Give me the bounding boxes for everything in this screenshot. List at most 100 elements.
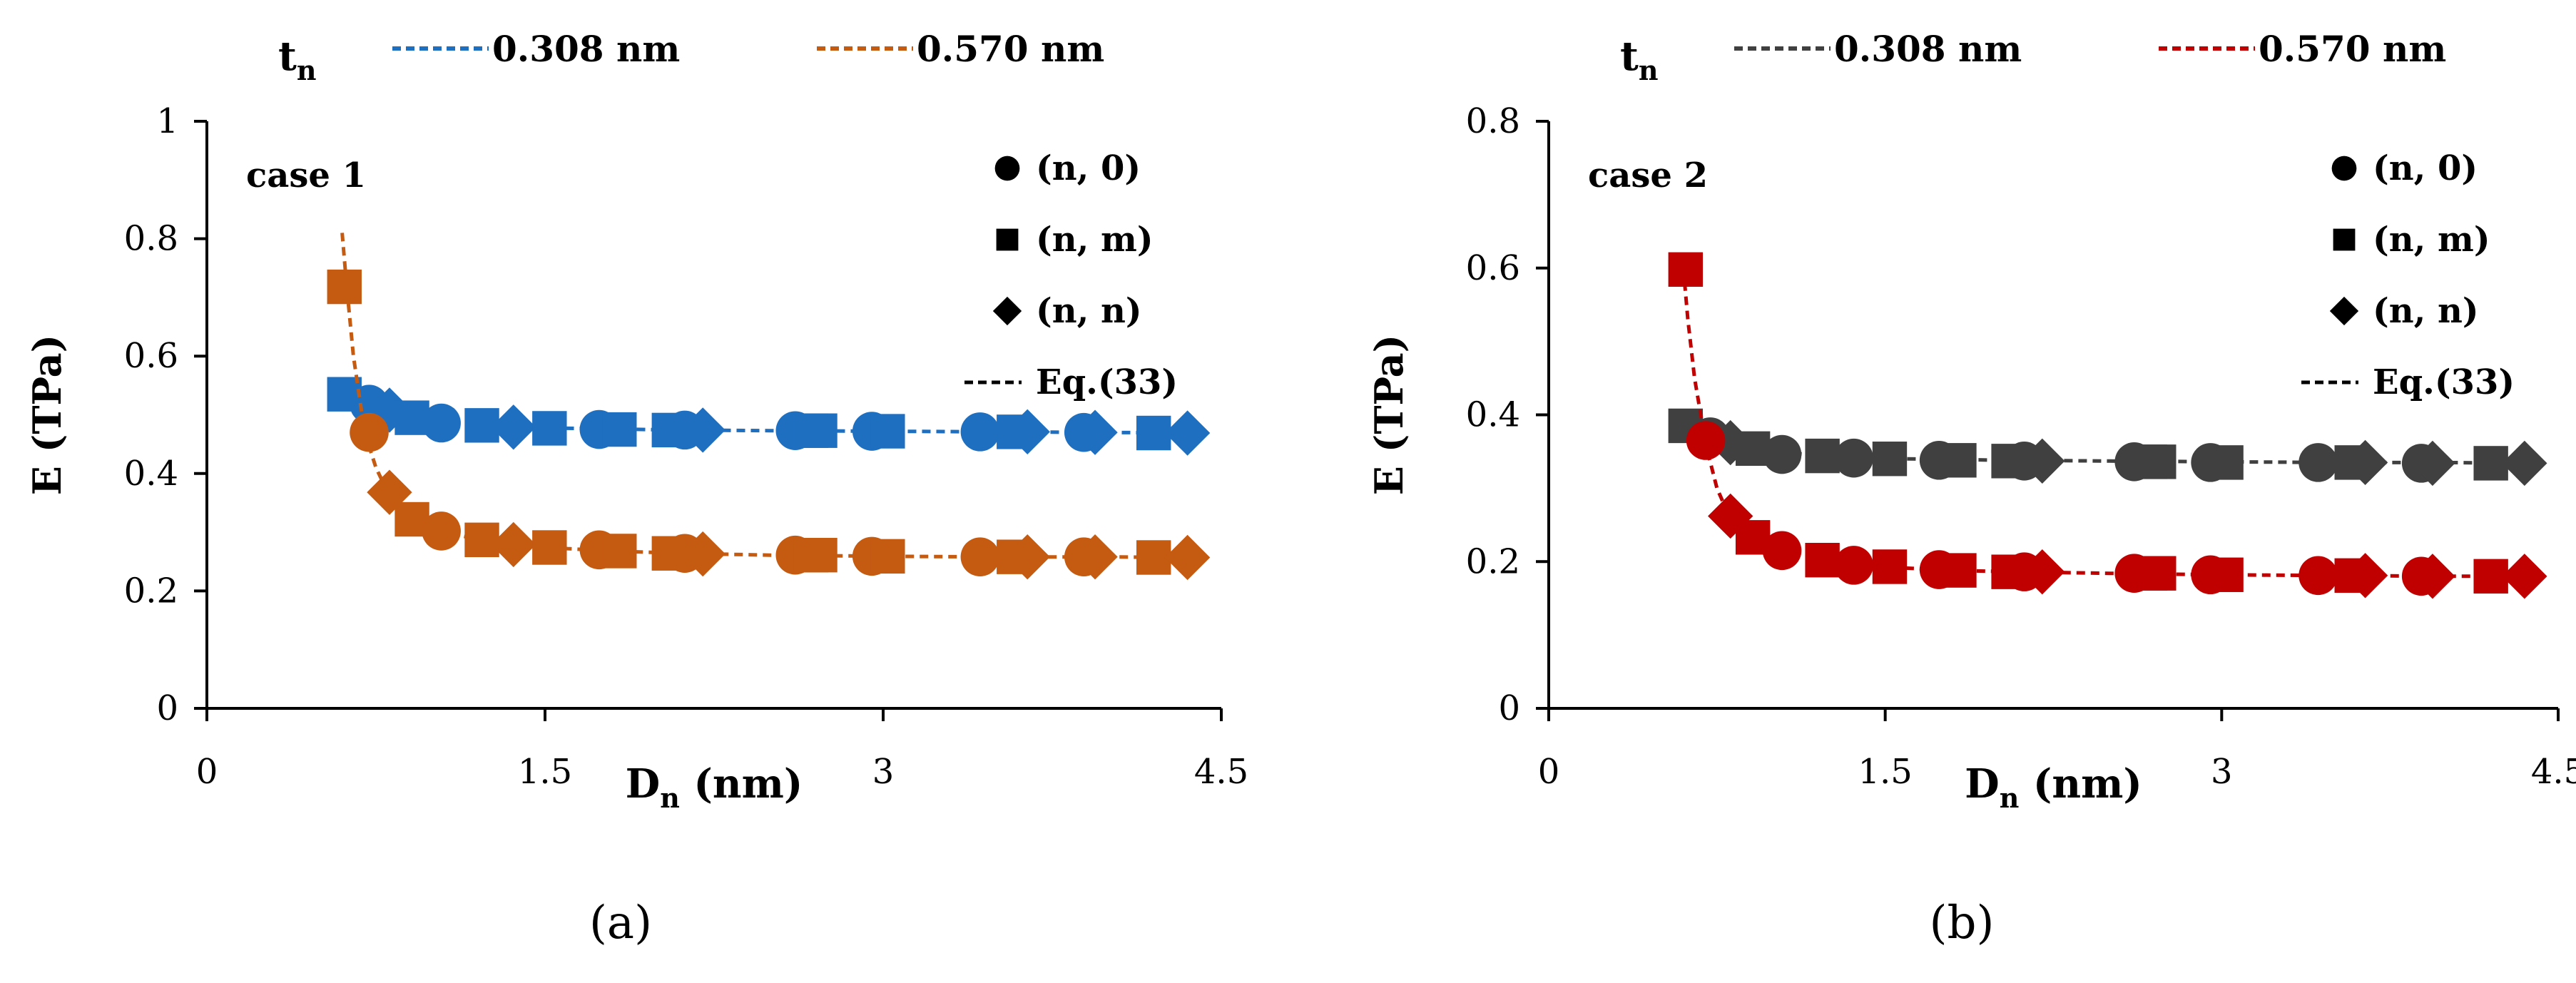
legend-title: tn: [1620, 33, 1659, 86]
case-label: case 1: [246, 156, 366, 195]
data-point-square: [2142, 556, 2177, 591]
y-tick-label: 0.6: [1466, 248, 1520, 288]
y-tick-label: 0.2: [124, 571, 178, 611]
data-point-circle: [1834, 546, 1873, 585]
data-point-circle: [1762, 531, 1802, 571]
data-point-diamond: [1072, 409, 1118, 455]
x-tick-label: 3: [2211, 752, 2233, 792]
marker-legend-label: Eq.(33): [2373, 362, 2515, 402]
x-axis-title-unit: (nm): [680, 760, 803, 808]
data-point-diamond: [491, 521, 536, 568]
chart-panel-b: 0 0.2 0.4 0.6 0.8 0 1.5 3 4.5 E (TPa) Dn (nm) case …: [1366, 28, 2576, 949]
data-point-diamond: [2502, 554, 2547, 599]
data-point-circle: [1834, 438, 1873, 478]
data-point-circle: [422, 403, 461, 443]
data-point-circle: [1686, 421, 1726, 460]
marker-legend-label: (n, 0): [1036, 148, 1141, 188]
case-label: case 2: [1588, 156, 1708, 195]
panel-caption: (a): [589, 897, 652, 949]
x-tick-label: 0: [196, 752, 218, 792]
y-axis-title: E (TPa): [1366, 335, 1412, 495]
y-tick-label: 0.8: [1466, 101, 1520, 141]
data-point-square: [532, 411, 567, 446]
data-point-diamond: [2342, 553, 2388, 599]
data-point-circle: [2298, 556, 2338, 596]
data-point-diamond: [2020, 549, 2065, 595]
x-axis-title: Dn (nm): [1965, 760, 2142, 814]
data-point-square: [327, 269, 362, 305]
data-point-square: [1805, 542, 1840, 578]
data-point-square: [602, 534, 637, 569]
data-point-diamond: [2410, 554, 2455, 599]
series-curve-0: [1682, 423, 2525, 465]
data-point-diamond: [1004, 534, 1050, 580]
marker-legend-diamond-icon: [992, 296, 1022, 326]
marker-legend-label: (n, n): [1036, 291, 1142, 331]
legend-title-main: t: [278, 33, 297, 80]
data-point-diamond: [1708, 493, 1753, 539]
data-point-circle: [960, 537, 1000, 576]
data-point-diamond: [680, 531, 726, 577]
data-point-square: [602, 412, 637, 447]
data-point-square: [1942, 443, 1977, 478]
data-point-circle: [350, 412, 389, 452]
panel-caption: (b): [1930, 897, 1995, 949]
data-point-diamond: [2410, 440, 2455, 487]
data-point-diamond: [1164, 410, 1211, 456]
marker-legend-square-icon: [2333, 228, 2356, 251]
data-point-diamond: [1164, 534, 1211, 581]
data-point-square: [1872, 549, 1908, 584]
data-point-diamond: [2502, 440, 2547, 487]
marker-legend-label: Eq.(33): [1036, 362, 1178, 402]
x-tick-label: 0: [1538, 752, 1560, 792]
x-axis-title-unit: (nm): [2019, 760, 2142, 808]
data-point-diamond: [2020, 438, 2065, 484]
y-tick-label: 0.6: [124, 336, 178, 376]
data-point-diamond: [1072, 534, 1118, 580]
data-point-square: [1805, 438, 1840, 474]
data-point-diamond: [2342, 439, 2388, 486]
marker-legend-diamond-icon: [2329, 296, 2359, 326]
data-point-square: [2209, 557, 2244, 592]
x-axis-title-main: D: [1965, 760, 2000, 808]
data-point-square: [1668, 252, 1704, 287]
data-point-square: [870, 414, 905, 449]
x-tick-label: 4.5: [1194, 752, 1248, 792]
y-tick-label: 1: [156, 101, 178, 141]
marker-legend-label: (n, m): [2373, 220, 2490, 260]
data-point-circle: [2298, 443, 2338, 482]
legend-title-sub: n: [297, 54, 317, 86]
data-point-diamond: [1004, 409, 1050, 455]
data-point-circle: [960, 412, 1000, 452]
y-tick-label: 0: [1498, 688, 1520, 728]
legend-label: 0.570 nm: [917, 28, 1104, 70]
legend-label: 0.570 nm: [2259, 28, 2446, 70]
y-tick-label: 0.2: [1466, 541, 1520, 581]
data-point-square: [870, 539, 905, 574]
y-tick-label: 0.8: [124, 219, 178, 259]
data-point-square: [1942, 553, 1977, 588]
marker-legend-label: (n, n): [2373, 291, 2479, 331]
y-tick-label: 0.4: [124, 454, 178, 494]
legend-title-main: t: [1620, 33, 1639, 80]
legend-label: 0.308 nm: [1834, 28, 2022, 70]
marker-legend-label: (n, m): [1036, 220, 1154, 260]
x-axis-title-sub: n: [660, 782, 680, 814]
marker-legend-label: (n, 0): [2373, 148, 2478, 188]
x-tick-label: 1.5: [518, 752, 572, 792]
x-tick-label: 1.5: [1858, 752, 1912, 792]
x-tick-label: 4.5: [2531, 752, 2576, 792]
data-point-square: [2209, 445, 2244, 480]
data-point-diamond: [680, 407, 726, 453]
data-point-diamond: [491, 404, 536, 450]
data-point-square: [2142, 444, 2177, 479]
marker-legend-circle-icon: [2331, 156, 2357, 181]
data-point-diamond: [1708, 419, 1753, 466]
x-axis-title-sub: n: [2000, 782, 2020, 814]
marker-legend-circle-icon: [994, 156, 1020, 181]
legend-title-sub: n: [1639, 54, 1659, 86]
chart-panel-a: 0 0.2 0.4 0.6 0.8 1 0 1.5 3 4.5 E (TPa) Dn (nm) case…: [24, 28, 1248, 949]
data-point-circle: [1762, 434, 1802, 474]
x-axis-title-main: D: [626, 760, 661, 808]
